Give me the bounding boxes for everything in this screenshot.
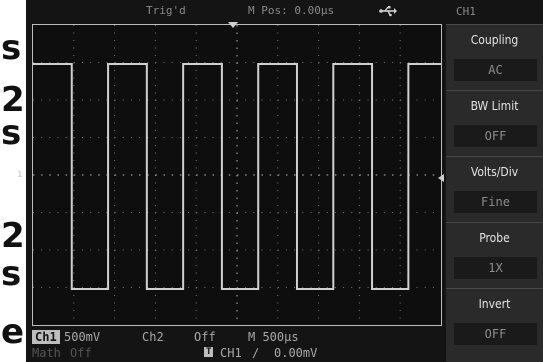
menu-item-value: OFF xyxy=(454,125,537,147)
ch1-ground-marker: 1 xyxy=(17,170,23,180)
menu-item-label: Coupling xyxy=(470,33,519,47)
graticule-grid xyxy=(33,25,441,325)
menu-item-invert[interactable]: Invert OFF xyxy=(446,288,543,362)
menu-item-label: Probe xyxy=(479,231,510,245)
edge-letter: s xyxy=(1,113,22,153)
left-edge-text: s 2 s 2 s e xyxy=(0,0,26,362)
trigger-source: CH1 xyxy=(220,346,242,360)
menu-item-coupling[interactable]: Coupling AC xyxy=(446,24,543,90)
oscilloscope-screen: Trig'd M Pos: 0.00µs 1 Ch1 500mV Ch2 Off… xyxy=(17,0,543,362)
edge-letter: 2 xyxy=(1,80,25,120)
menu-item-bw-limit[interactable]: BW Limit OFF xyxy=(446,90,543,156)
trigger-slope-icon: ∕ xyxy=(252,346,260,360)
ch2-label[interactable]: Ch2 xyxy=(142,330,164,344)
ch2-state: Off xyxy=(194,330,216,344)
bottom-status-bar: Ch1 500mV Ch2 Off M 500µs Math Off T CH1… xyxy=(26,328,446,362)
trigger-level: 0.00mV xyxy=(274,346,318,360)
edge-letter: 2 xyxy=(1,216,25,256)
trigger-source-badge: T xyxy=(204,347,214,357)
menu-item-volts-div[interactable]: Volts/Div Fine xyxy=(446,156,543,222)
menu-title: CH1 xyxy=(456,5,476,18)
edge-letter: e xyxy=(1,312,25,352)
menu-item-value: 1X xyxy=(454,257,537,279)
edge-letter: s xyxy=(1,254,22,294)
menu-item-value: AC xyxy=(454,59,537,81)
trigger-level-marker xyxy=(438,174,444,182)
channel-menu: CH1 Coupling AC BW Limit OFF Volts/Div F… xyxy=(446,0,543,362)
trigger-status: Trig'd xyxy=(146,4,186,17)
timebase: M 500µs xyxy=(248,330,299,344)
ch1-scale: 500mV xyxy=(64,330,101,344)
menu-item-label: Volts/Div xyxy=(470,165,519,179)
menu-item-value: OFF xyxy=(454,323,537,345)
menu-item-label: Invert xyxy=(478,297,511,311)
waveform-display xyxy=(32,24,442,326)
ch1-waveform-trace xyxy=(33,63,441,290)
main-position-readout: M Pos: 0.00µs xyxy=(248,4,335,17)
top-status-bar: Trig'd M Pos: 0.00µs xyxy=(26,0,446,22)
menu-item-label: BW Limit xyxy=(470,99,519,113)
trigger-position-marker xyxy=(228,22,238,28)
math-state: Off xyxy=(70,346,92,360)
ch1-label[interactable]: Ch1 xyxy=(32,330,60,344)
menu-item-probe[interactable]: Probe 1X xyxy=(446,222,543,288)
menu-item-value: Fine xyxy=(454,191,537,213)
edge-letter: s xyxy=(1,28,22,68)
math-label: Math xyxy=(32,346,61,360)
usb-icon xyxy=(379,6,397,17)
